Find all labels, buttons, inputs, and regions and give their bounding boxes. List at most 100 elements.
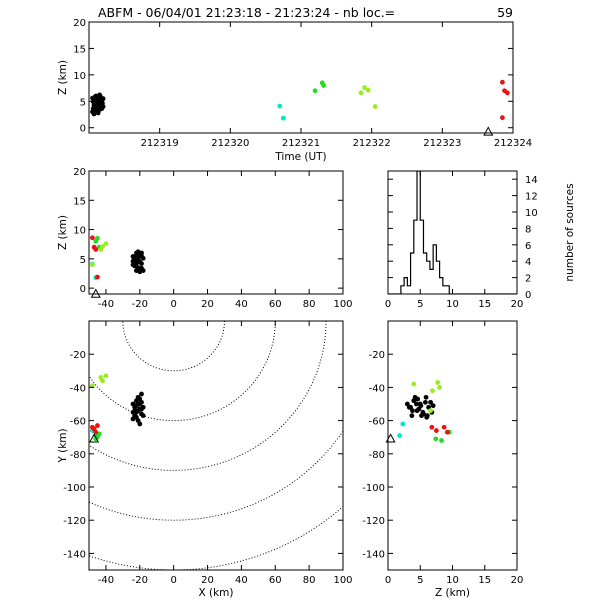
source-point bbox=[91, 111, 97, 117]
y-tick-label: 0 bbox=[80, 284, 86, 295]
height-y-panel: 0 5 10 15 20 -140 -120 -100 -80 -60 -40 -20 Z (km) bbox=[362, 320, 524, 599]
y-tick-label: 5 bbox=[80, 97, 86, 108]
source-point bbox=[132, 263, 138, 269]
x-axis-title: Time (UT) bbox=[274, 151, 326, 163]
x-tick-label: 0 bbox=[170, 575, 176, 586]
source-point bbox=[93, 100, 99, 106]
source-point bbox=[130, 416, 136, 422]
source-point bbox=[439, 438, 444, 443]
source-point bbox=[139, 391, 144, 397]
source-point bbox=[139, 406, 144, 412]
source-point bbox=[139, 261, 144, 266]
time-height-plot-area bbox=[90, 79, 510, 121]
source-point bbox=[500, 79, 505, 85]
x-tick-label: 20 bbox=[511, 299, 524, 310]
y-axis-title: number of sources bbox=[564, 183, 576, 281]
x-tick-label: 5 bbox=[417, 299, 423, 310]
y-tick-label: -20 bbox=[70, 350, 86, 361]
source-point bbox=[137, 421, 143, 427]
y-tick-label: -80 bbox=[70, 450, 86, 461]
source-point bbox=[321, 83, 327, 88]
y-tick-label: -60 bbox=[369, 417, 385, 428]
location-count: 59 bbox=[497, 5, 513, 20]
y-tick-label: 15 bbox=[73, 196, 86, 207]
source-point bbox=[134, 409, 139, 415]
source-point bbox=[433, 428, 439, 433]
x-tick-label: 0 bbox=[170, 299, 176, 310]
x-tick-label: 212322 bbox=[353, 138, 391, 149]
source-point bbox=[100, 96, 106, 102]
x-tick-label: 20 bbox=[201, 575, 214, 586]
x-tick-label: -40 bbox=[98, 299, 114, 310]
source-point bbox=[140, 413, 146, 419]
source-point bbox=[93, 429, 99, 435]
source-point bbox=[428, 408, 433, 414]
y-tick-label: 6 bbox=[525, 241, 531, 252]
y-tick-label: -120 bbox=[362, 516, 385, 527]
station-triangle-marker bbox=[90, 288, 101, 298]
source-point bbox=[415, 396, 421, 402]
height-y-plot-area bbox=[397, 380, 452, 443]
x-tick-label: 0 bbox=[385, 299, 391, 310]
source-point bbox=[137, 269, 143, 275]
y-axis-title: Y (km) bbox=[57, 428, 69, 463]
x-tick-label: -20 bbox=[132, 575, 148, 586]
source-point bbox=[96, 104, 102, 109]
plan-view-plot-area bbox=[89, 321, 343, 570]
x-tick-label: 100 bbox=[333, 575, 352, 586]
source-point bbox=[424, 413, 430, 419]
source-point bbox=[95, 274, 100, 280]
y-tick-label: 0 bbox=[80, 124, 86, 135]
source-point bbox=[92, 104, 98, 110]
plan-view-panel: -40 -20 0 20 40 60 80 100 -140 -120 -100 -80 -60 -40 -… bbox=[57, 320, 353, 599]
y-tick-label: 10 bbox=[73, 71, 86, 82]
source-point bbox=[430, 403, 436, 409]
x-tick-label: -20 bbox=[132, 299, 148, 310]
x-height-panel: -40 -20 0 20 40 60 80 100 0 5 10 15 20 Z (km) bbox=[57, 167, 353, 310]
x-tick-label: 80 bbox=[303, 299, 316, 310]
x-tick-label: 10 bbox=[446, 575, 459, 586]
y-tick-label: -140 bbox=[362, 549, 385, 560]
source-point bbox=[365, 87, 371, 93]
y-tick-label: -40 bbox=[70, 383, 86, 394]
source-point bbox=[89, 235, 95, 241]
x-tick-label: 10 bbox=[446, 299, 459, 310]
source-point bbox=[103, 373, 109, 379]
range-ring bbox=[89, 430, 343, 521]
y-tick-label: -20 bbox=[369, 350, 385, 361]
x-tick-label: 15 bbox=[478, 299, 491, 310]
source-point bbox=[277, 103, 283, 109]
x-tick-label: 20 bbox=[511, 575, 524, 586]
x-axis-title: X (km) bbox=[198, 587, 233, 599]
source-point bbox=[429, 424, 435, 430]
time-height-panel: 212319 212320 212321 212322 212323 212324 0 5 10… bbox=[57, 18, 532, 163]
source-point bbox=[130, 258, 136, 264]
y-tick-label: -140 bbox=[63, 549, 86, 560]
source-point bbox=[95, 423, 100, 428]
x-height-plot-area bbox=[89, 235, 146, 280]
panels-group: 212319 212320 212321 212322 212323 212324 0 5 10… bbox=[57, 18, 576, 599]
x-tick-label: 212319 bbox=[141, 138, 179, 149]
y-tick-label: 4 bbox=[525, 257, 531, 268]
source-point bbox=[430, 388, 435, 394]
source-point bbox=[433, 436, 439, 442]
source-point bbox=[410, 408, 415, 414]
x-tick-label: 40 bbox=[235, 575, 248, 586]
source-point bbox=[139, 250, 144, 256]
source-point bbox=[413, 401, 419, 407]
y-tick-label: 15 bbox=[73, 44, 86, 55]
y-tick-label: 12 bbox=[525, 192, 538, 203]
figure-title: ABFM - 06/04/01 21:23:18 - 21:23:24 - nb… bbox=[98, 5, 395, 20]
y-tick-label: -100 bbox=[362, 483, 385, 494]
x-tick-label: 15 bbox=[478, 575, 491, 586]
x-tick-label: 212320 bbox=[211, 138, 249, 149]
source-point bbox=[420, 409, 426, 415]
source-point bbox=[93, 238, 99, 244]
source-point bbox=[312, 88, 318, 94]
source-point bbox=[444, 429, 450, 435]
height-histogram-plot-area bbox=[388, 171, 517, 294]
source-point bbox=[89, 262, 95, 268]
source-point bbox=[406, 404, 412, 410]
source-point bbox=[358, 90, 364, 96]
